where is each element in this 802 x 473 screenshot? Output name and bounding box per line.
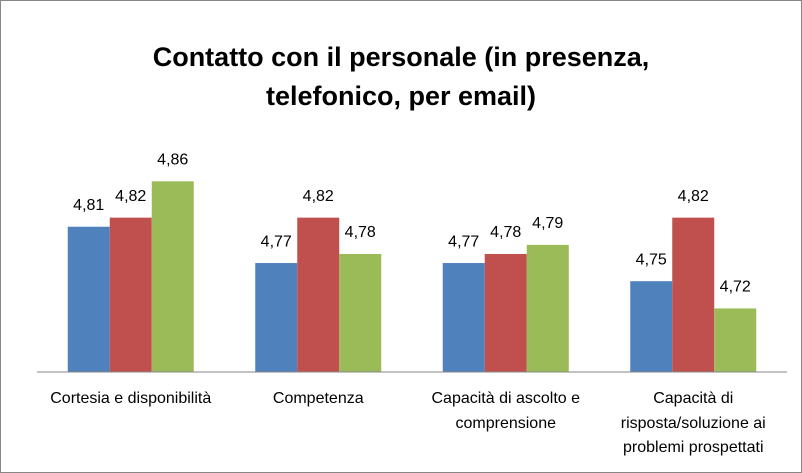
- bar: [672, 217, 715, 372]
- data-label: 4,72: [720, 279, 751, 296]
- bar: [484, 253, 527, 372]
- bar: [442, 263, 485, 372]
- bar: [255, 263, 298, 372]
- data-label: 4,82: [678, 188, 709, 205]
- data-label: 4,78: [490, 224, 521, 241]
- data-label: 4,82: [303, 188, 334, 205]
- data-label: 4,86: [157, 152, 188, 169]
- bar: [630, 281, 673, 372]
- data-label: 4,77: [261, 233, 292, 250]
- x-tick-label: Capacità di ascolto e comprensione: [431, 390, 581, 432]
- bar: [339, 253, 382, 372]
- bar: [151, 181, 194, 372]
- chart-title: Contatto con il personale (in presenza, …: [152, 42, 650, 111]
- data-label: 4,82: [115, 188, 146, 205]
- data-label: 4,79: [532, 215, 563, 232]
- data-label: 4,77: [448, 233, 479, 250]
- bar: [526, 244, 569, 372]
- x-tick-label: Competenza: [272, 390, 364, 407]
- bar: [714, 308, 757, 372]
- data-label: 4,81: [73, 197, 104, 214]
- data-label: 4,78: [345, 224, 376, 241]
- bar: [297, 217, 340, 372]
- data-label: 4,75: [636, 251, 667, 268]
- bar: [109, 217, 152, 372]
- x-tick-label: Cortesia e disponibilità: [50, 390, 212, 407]
- bar: [67, 226, 110, 372]
- x-tick-label: Capacità di risposta/soluzione ai proble…: [620, 390, 766, 456]
